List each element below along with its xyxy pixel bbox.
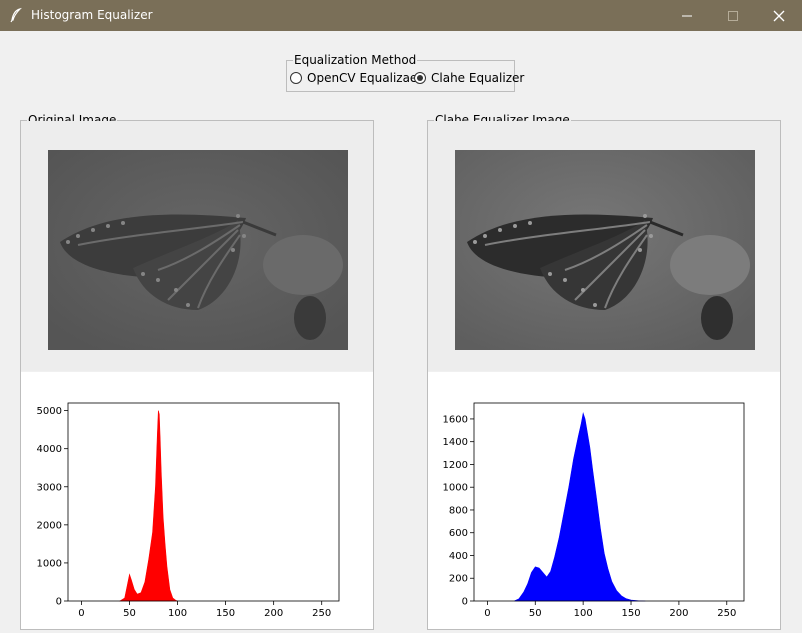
original-image-panel bbox=[21, 121, 373, 371]
y-tick-label: 1400 bbox=[443, 437, 468, 448]
y-tick-label: 1000 bbox=[443, 483, 468, 494]
y-tick-label: 1600 bbox=[443, 414, 468, 425]
window-client: Equalization Method OpenCV Equalizaer Cl… bbox=[1, 31, 801, 631]
y-tick-label: 5000 bbox=[37, 406, 62, 417]
x-tick-label: 50 bbox=[123, 608, 136, 619]
y-tick-label: 2000 bbox=[37, 520, 62, 531]
x-tick-label: 50 bbox=[529, 608, 542, 619]
close-icon bbox=[773, 10, 785, 21]
clahe-butterfly-image bbox=[455, 150, 755, 350]
histogram-fill bbox=[118, 410, 178, 602]
y-tick-label: 800 bbox=[449, 505, 468, 516]
clahe-image-panel bbox=[428, 121, 780, 371]
clahe-equalizer-label: Clahe Equalizer bbox=[431, 71, 525, 85]
y-tick-label: 1200 bbox=[443, 460, 468, 471]
histogram-fill bbox=[514, 412, 646, 602]
y-tick-label: 0 bbox=[462, 597, 468, 608]
maximize-icon bbox=[728, 10, 738, 21]
x-tick-label: 100 bbox=[574, 608, 593, 619]
radio-checked-icon bbox=[414, 72, 426, 84]
x-tick-label: 100 bbox=[168, 608, 187, 619]
x-tick-label: 200 bbox=[264, 608, 283, 619]
plot-frame bbox=[473, 402, 745, 602]
x-tick-label: 150 bbox=[216, 608, 235, 619]
close-button[interactable] bbox=[756, 0, 802, 31]
butterfly-image bbox=[455, 150, 755, 350]
clahe-histogram-panel: 0 50 100 150 200 250 0 200 400 600 800 1000 1200 1400… bbox=[428, 372, 780, 629]
minimize-button[interactable] bbox=[664, 0, 710, 31]
radio-unchecked-icon bbox=[290, 72, 302, 84]
original-butterfly-image bbox=[48, 150, 348, 350]
y-tick-label: 0 bbox=[56, 597, 62, 608]
x-tick-label: 0 bbox=[484, 608, 490, 619]
window-title: Histogram Equalizer bbox=[31, 8, 153, 22]
y-tick-label: 1000 bbox=[37, 558, 62, 569]
clahe-equalizer-radio[interactable]: Clahe Equalizer bbox=[414, 71, 524, 85]
opencv-equalizer-label: OpenCV Equalizaer bbox=[307, 71, 423, 85]
minimize-icon bbox=[682, 15, 692, 16]
equalization-method-label: Equalization Method bbox=[293, 53, 418, 67]
original-image-group: Original Image bbox=[20, 113, 374, 630]
x-tick-label: 250 bbox=[312, 608, 331, 619]
x-tick-label: 0 bbox=[78, 608, 84, 619]
x-tick-label: 150 bbox=[621, 608, 640, 619]
feather-icon bbox=[10, 7, 22, 23]
y-tick-label: 400 bbox=[449, 551, 468, 562]
clahe-histogram-chart: 0 50 100 150 200 250 0 200 400 600 800 1000 1200 1400… bbox=[443, 402, 745, 619]
maximize-button[interactable] bbox=[710, 0, 756, 31]
x-tick-label: 200 bbox=[669, 608, 688, 619]
x-tick-label: 250 bbox=[717, 608, 736, 619]
y-tick-label: 600 bbox=[449, 528, 468, 539]
title-bar: Histogram Equalizer bbox=[0, 0, 802, 31]
equalization-method-group: Equalization Method OpenCV Equalizaer Cl… bbox=[286, 53, 524, 92]
y-tick-label: 3000 bbox=[37, 482, 62, 493]
y-tick-label: 4000 bbox=[37, 444, 62, 455]
y-tick-label: 200 bbox=[449, 574, 468, 585]
original-histogram-chart: 0 50 100 150 200 250 0 1000 2000 3000 4000 5000 bbox=[37, 402, 340, 619]
clahe-image-group: Clahe Equalizer Image bbox=[427, 113, 781, 630]
butterfly-image bbox=[48, 150, 348, 350]
plot-frame bbox=[67, 402, 340, 602]
opencv-equalizer-radio[interactable]: OpenCV Equalizaer bbox=[290, 71, 422, 85]
original-histogram-panel: 0 50 100 150 200 250 0 1000 2000 3000 4000 5000 bbox=[21, 372, 373, 629]
